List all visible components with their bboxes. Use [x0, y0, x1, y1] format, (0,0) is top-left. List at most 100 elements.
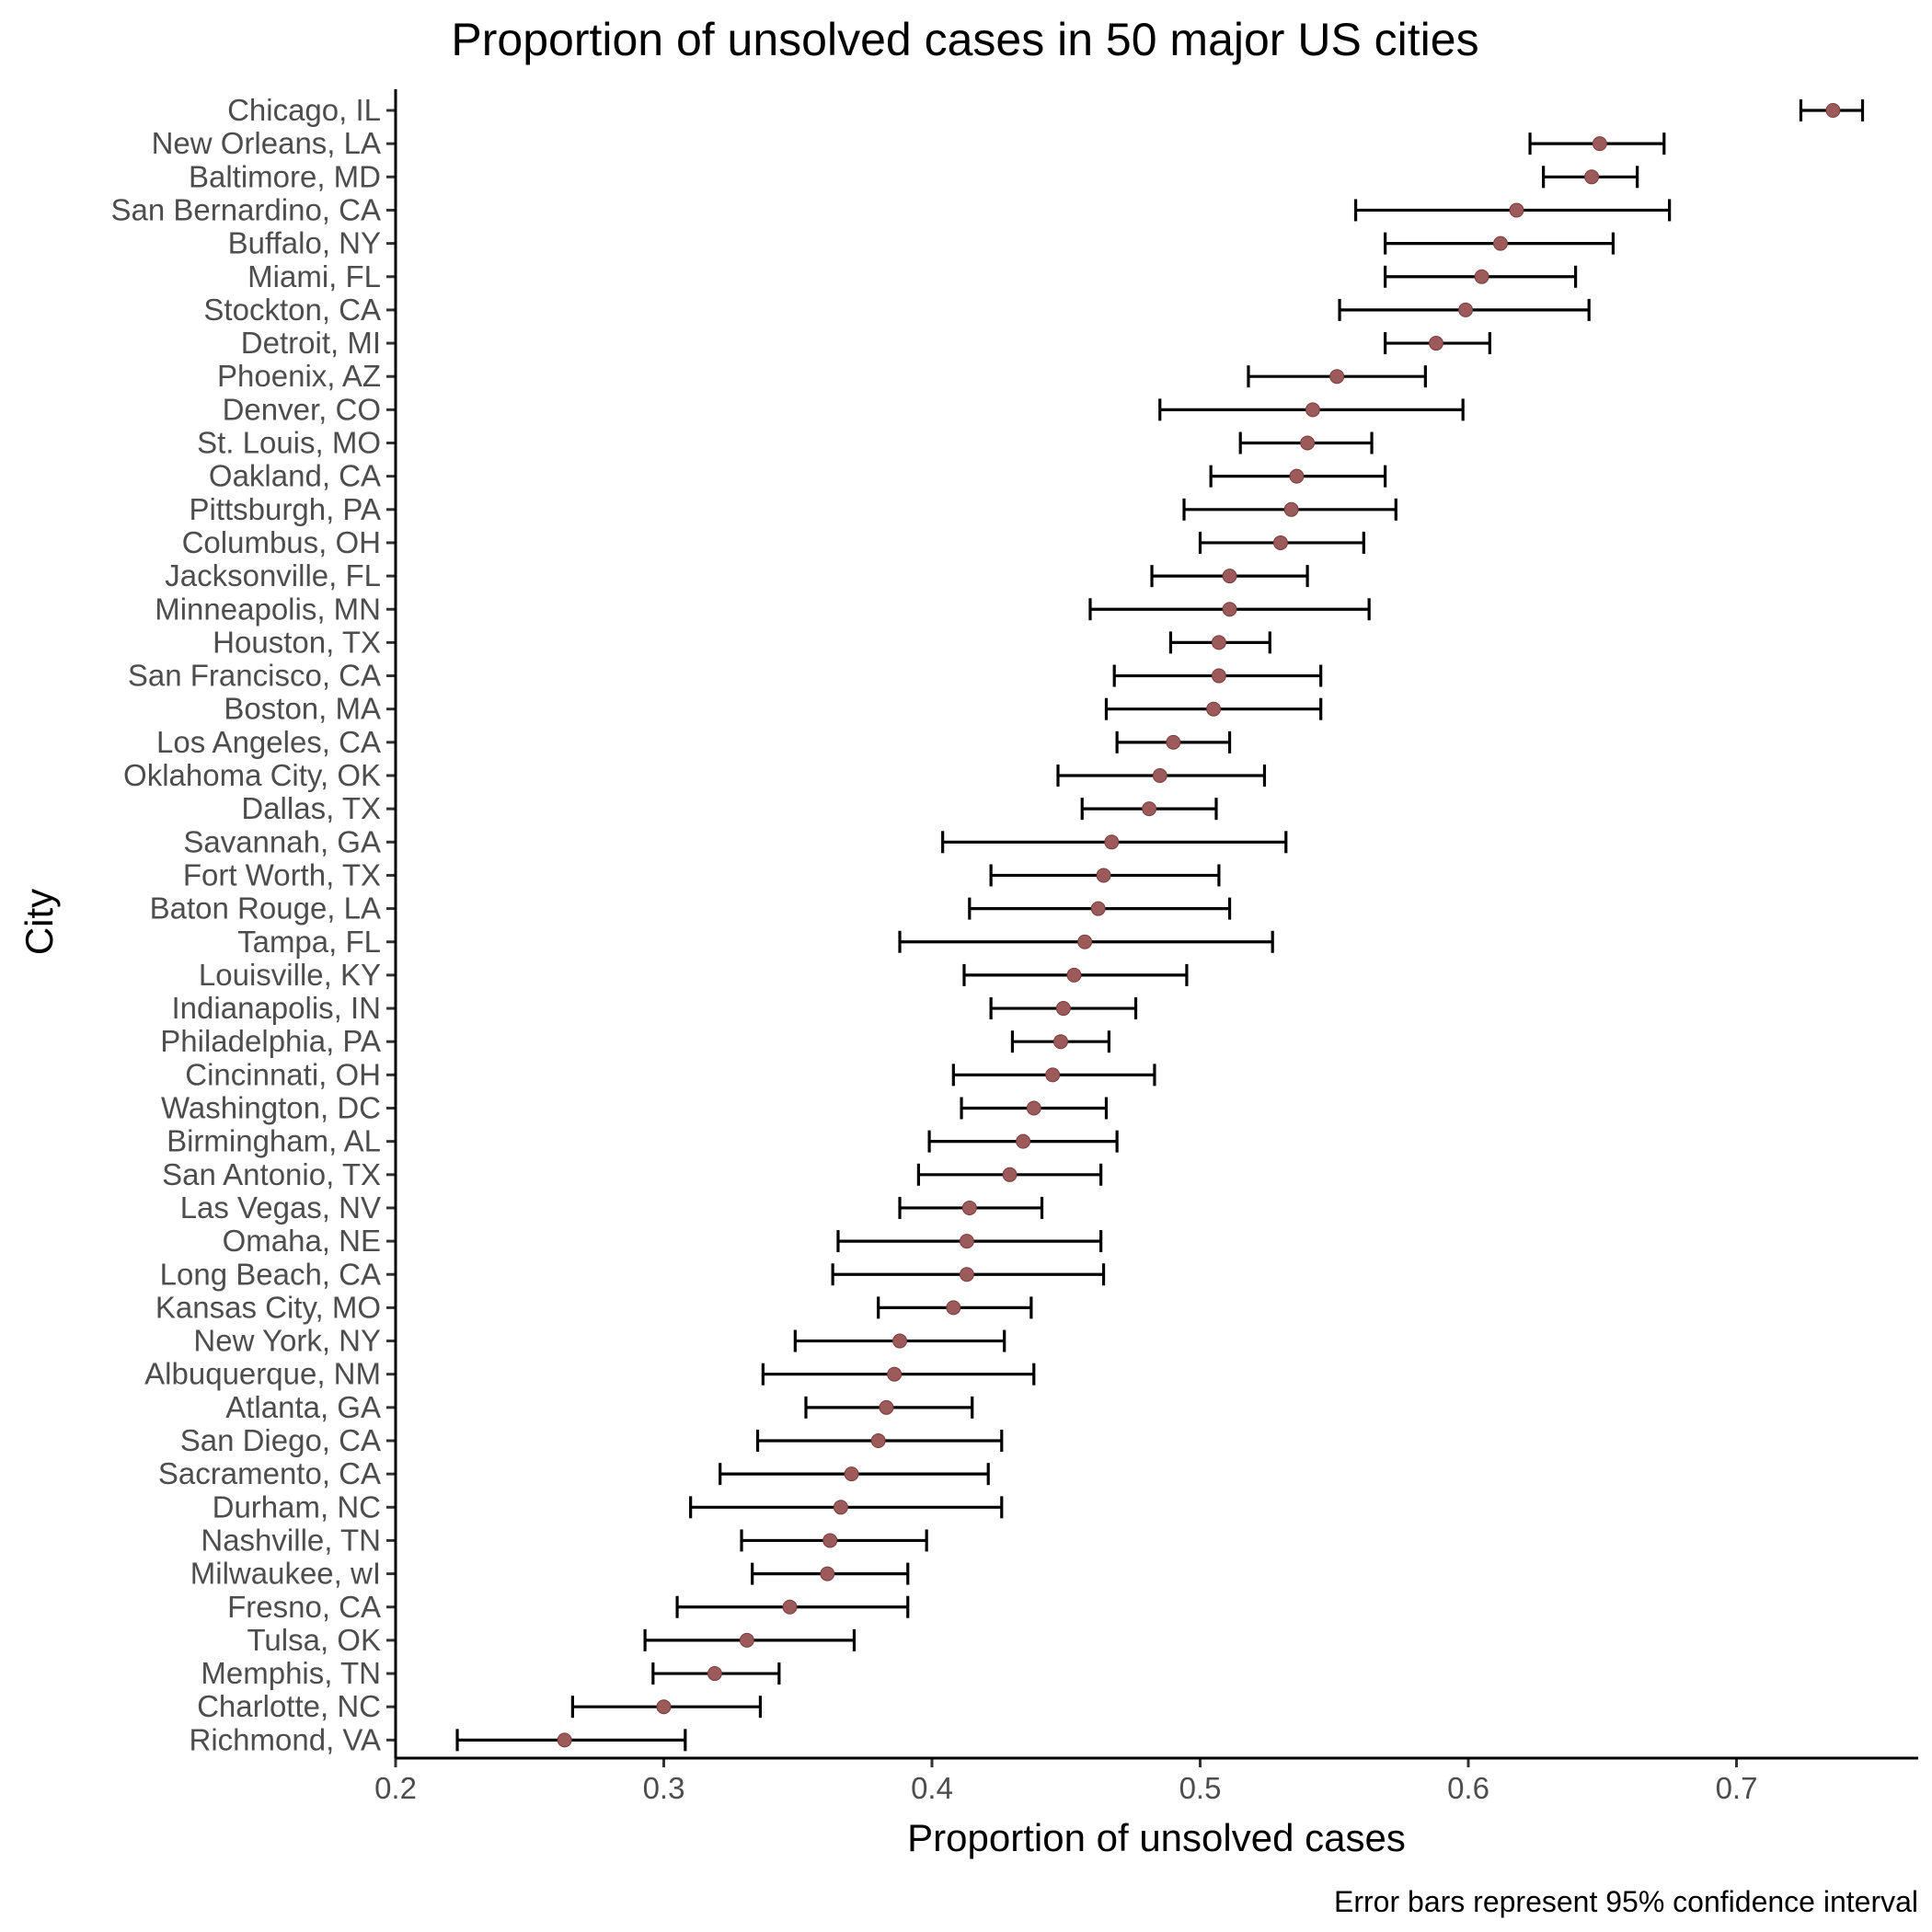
- y-tick-label-oklahoma-city-ok: Oklahoma City, OK: [123, 758, 381, 792]
- y-tick-label-new-york-ny: New York, NY: [193, 1324, 381, 1358]
- y-tick-label-tampa-fl: Tampa, FL: [237, 925, 381, 959]
- y-tick-label-atlanta-ga: Atlanta, GA: [225, 1390, 381, 1424]
- y-tick-label-birmingham-al: Birmingham, AL: [167, 1124, 381, 1158]
- point-buffalo-ny: [1492, 236, 1508, 251]
- point-omaha-ne: [959, 1234, 974, 1249]
- point-louisville-ky: [1066, 967, 1082, 983]
- point-kansas-city-mo: [946, 1300, 961, 1316]
- plot-area: [455, 99, 1865, 1752]
- y-tick-label-san-diego-ca: San Diego, CA: [180, 1423, 381, 1457]
- point-san-francisco-ca: [1211, 668, 1226, 684]
- x-tick-label-0-7: 0.7: [1716, 1771, 1758, 1805]
- point-atlanta-ga: [879, 1399, 894, 1415]
- y-tick-label-fresno-ca: Fresno, CA: [227, 1590, 381, 1624]
- point-san-bernardino-ca: [1509, 202, 1524, 218]
- point-albuquerque-nm: [887, 1366, 903, 1382]
- point-columbus-oh: [1272, 535, 1288, 550]
- point-nashville-tn: [822, 1533, 838, 1548]
- y-tick-label-nashville-tn: Nashville, TN: [201, 1523, 381, 1557]
- point-oklahoma-city-ok: [1152, 768, 1167, 783]
- point-philadelphia-pa: [1052, 1034, 1068, 1050]
- point-memphis-tn: [707, 1666, 722, 1682]
- point-new-orleans-la: [1592, 136, 1607, 152]
- y-tick-label-stockton-ca: Stockton, CA: [203, 293, 381, 327]
- y-tick-label-dallas-tx: Dallas, TX: [241, 791, 381, 825]
- y-tick-label-houston-tx: Houston, TX: [213, 625, 381, 659]
- y-tick-label-denver-co: Denver, CO: [223, 392, 381, 426]
- point-savannah-ga: [1104, 834, 1120, 850]
- point-pittsburgh-pa: [1283, 501, 1299, 517]
- y-tick-label-indianapolis-in: Indianapolis, IN: [172, 991, 381, 1025]
- x-tick-label-0-5: 0.5: [1179, 1771, 1222, 1805]
- y-tick-label-tulsa-ok: Tulsa, OK: [247, 1623, 382, 1657]
- point-cincinnati-oh: [1045, 1067, 1061, 1083]
- y-tick-label-san-bernardino-ca: San Bernardino, CA: [110, 192, 381, 226]
- y-tick-label-columbus-oh: Columbus, OH: [182, 525, 381, 559]
- point-los-angeles-ca: [1166, 734, 1181, 750]
- y-tick-label-baltimore-md: Baltimore, MD: [189, 159, 381, 193]
- y-tick-label-milwaukee-wi: Milwaukee, wI: [190, 1557, 381, 1591]
- point-fresno-ca: [782, 1599, 798, 1615]
- point-durham-nc: [833, 1500, 848, 1515]
- x-axis-ticks: 0.2 0.3 0.4 0.5 0.6 0.7: [374, 1758, 1757, 1805]
- chart-caption: Error bars represent 95% confidence inte…: [1334, 1885, 1918, 1918]
- x-tick-label-0-3: 0.3: [643, 1771, 685, 1805]
- x-tick-label-0-6: 0.6: [1447, 1771, 1489, 1805]
- point-detroit-mi: [1429, 336, 1444, 351]
- point-miami-fl: [1474, 269, 1489, 284]
- point-washington-dc: [1026, 1100, 1041, 1116]
- point-dallas-tx: [1142, 801, 1157, 817]
- y-tick-label-omaha-ne: Omaha, NE: [223, 1224, 381, 1258]
- point-richmond-va: [557, 1732, 572, 1748]
- y-tick-label-memphis-tn: Memphis, TN: [201, 1656, 381, 1690]
- y-tick-label-fort-worth-tx: Fort Worth, TX: [183, 857, 381, 891]
- point-chicago-il: [1825, 103, 1841, 118]
- y-tick-label-san-antonio-tx: San Antonio, TX: [162, 1157, 381, 1191]
- y-tick-label-washington-dc: Washington, DC: [161, 1091, 381, 1125]
- point-houston-tx: [1211, 635, 1226, 650]
- y-tick-label-las-vegas-nv: Las Vegas, NV: [180, 1190, 381, 1225]
- point-birmingham-al: [1016, 1133, 1031, 1149]
- point-minneapolis-mn: [1222, 602, 1237, 617]
- y-tick-label-cincinnati-oh: Cincinnati, OH: [185, 1057, 381, 1091]
- point-baltimore-md: [1584, 169, 1600, 185]
- point-milwaukee-wi: [820, 1566, 835, 1581]
- point-denver-co: [1305, 402, 1320, 418]
- y-tick-label-chicago-il: Chicago, IL: [227, 93, 381, 127]
- y-tick-label-kansas-city-mo: Kansas City, MO: [155, 1290, 381, 1324]
- y-tick-label-philadelphia-pa: Philadelphia, PA: [160, 1024, 381, 1058]
- y-tick-label-new-orleans-la: New Orleans, LA: [152, 126, 381, 160]
- chart-title: Proportion of unsolved cases in 50 major…: [451, 14, 1478, 65]
- point-sacramento-ca: [844, 1466, 859, 1482]
- point-san-diego-ca: [870, 1433, 886, 1448]
- y-tick-label-pittsburgh-pa: Pittsburgh, PA: [190, 492, 382, 526]
- y-tick-label-baton-rouge-la: Baton Rouge, LA: [150, 891, 381, 926]
- y-tick-label-sacramento-ca: Sacramento, CA: [158, 1456, 381, 1490]
- point-long-beach-ca: [959, 1267, 974, 1282]
- point-fort-worth-tx: [1096, 868, 1111, 883]
- x-axis-title: Proportion of unsolved cases: [907, 1816, 1406, 1859]
- point-new-york-ny: [892, 1333, 908, 1349]
- point-tulsa-ok: [739, 1632, 754, 1648]
- point-phoenix-az: [1329, 369, 1345, 385]
- y-tick-label-oakland-ca: Oakland, CA: [209, 459, 381, 493]
- point-las-vegas-nv: [961, 1200, 977, 1215]
- point-indianapolis-in: [1055, 1001, 1071, 1017]
- y-tick-label-albuquerque-nm: Albuquerque, NM: [144, 1357, 381, 1391]
- point-baton-rouge-la: [1090, 901, 1106, 916]
- y-tick-label-savannah-ga: Savannah, GA: [183, 824, 381, 858]
- y-axis-title: City: [17, 889, 61, 955]
- y-tick-label-los-angeles-ca: Los Angeles, CA: [156, 725, 381, 759]
- y-tick-label-san-francisco-ca: San Francisco, CA: [128, 659, 381, 693]
- point-charlotte-nc: [656, 1699, 672, 1715]
- y-tick-label-miami-fl: Miami, FL: [247, 259, 381, 293]
- y-tick-label-jacksonville-fl: Jacksonville, FL: [165, 558, 381, 592]
- y-tick-label-buffalo-ny: Buffalo, NY: [228, 226, 381, 260]
- y-tick-label-long-beach-ca: Long Beach, CA: [160, 1257, 381, 1291]
- point-stockton-ca: [1458, 302, 1474, 317]
- point-jacksonville-fl: [1222, 569, 1237, 584]
- point-boston-ma: [1206, 701, 1222, 717]
- y-tick-label-charlotte-nc: Charlotte, NC: [197, 1689, 381, 1723]
